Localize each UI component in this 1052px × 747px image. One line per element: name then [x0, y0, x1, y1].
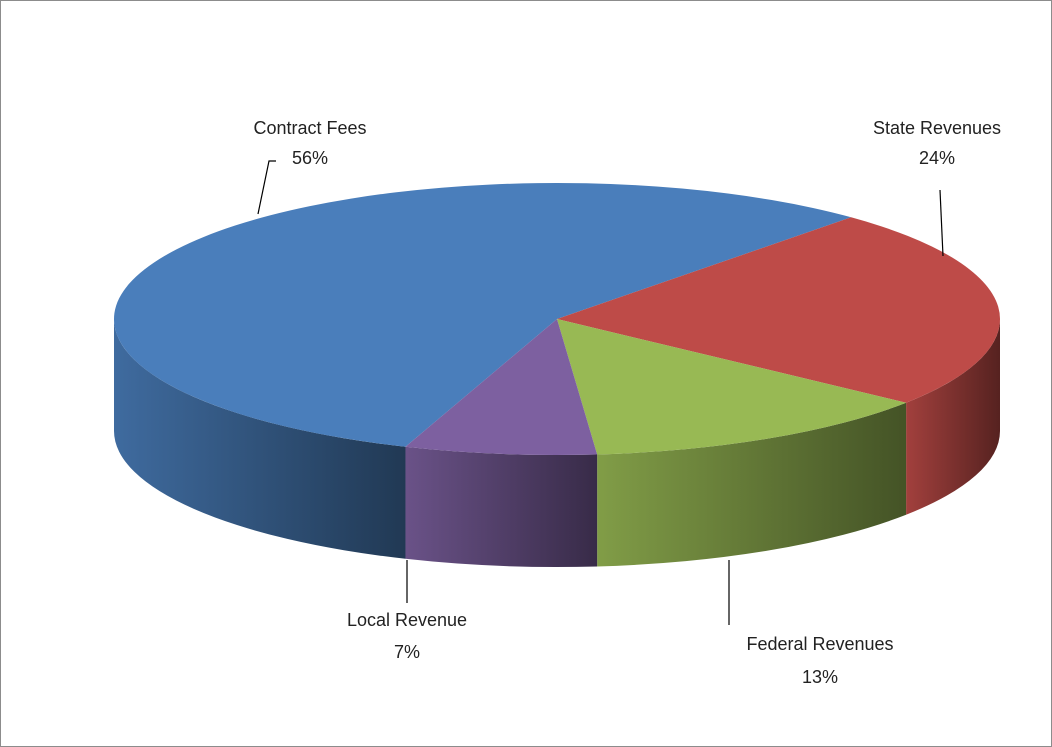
slice-value-label: 13% [802, 667, 838, 687]
slice-label: Local Revenue [347, 610, 467, 630]
slice [557, 319, 907, 455]
pie [113, 182, 1000, 568]
slice-side [114, 319, 406, 559]
slice-side [906, 319, 1000, 515]
slice-label: Federal Revenues [746, 634, 893, 654]
slice-side [597, 402, 907, 567]
slice [557, 217, 1000, 403]
slice-label: Contract Fees [253, 118, 366, 138]
slice [113, 182, 852, 447]
slice-value-label: 7% [394, 642, 420, 662]
leader-line [257, 160, 276, 215]
slice-value-label: 56% [292, 148, 328, 168]
slice-value-label: 24% [919, 148, 955, 168]
slice-label: State Revenues [873, 118, 1001, 138]
slice [405, 319, 598, 455]
leader-line [939, 189, 944, 257]
slice-side [405, 446, 598, 568]
